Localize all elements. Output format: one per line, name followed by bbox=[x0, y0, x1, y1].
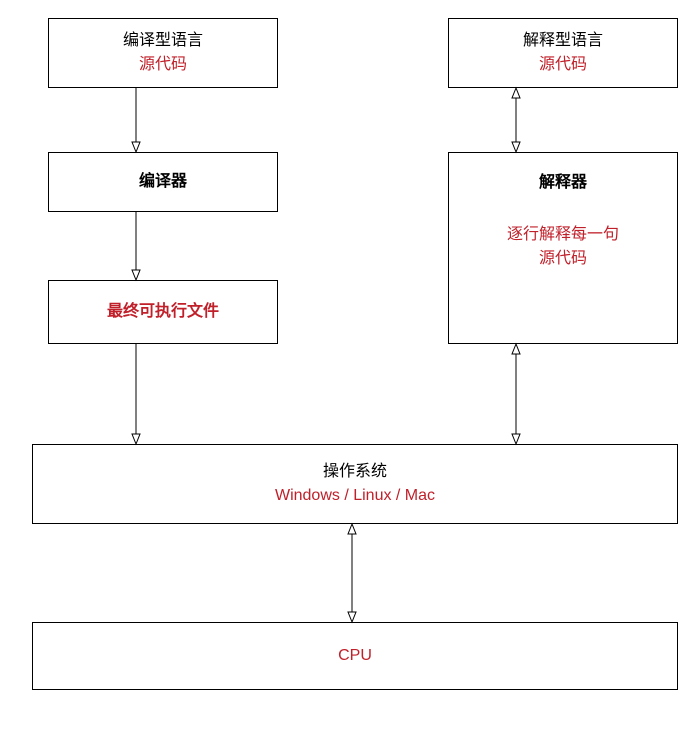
node-interpreter-title: 解释器 bbox=[539, 171, 587, 195]
node-interpreted-src: 解释型语言 源代码 bbox=[448, 18, 678, 88]
node-compiled-src-line1: 编译型语言 bbox=[123, 29, 203, 53]
node-os: 操作系统 Windows / Linux / Mac bbox=[32, 444, 678, 524]
node-interpreter: 解释器 逐行解释每一句 源代码 bbox=[448, 152, 678, 344]
node-os-line1: 操作系统 bbox=[323, 460, 387, 484]
node-cpu-label: CPU bbox=[338, 644, 372, 668]
node-executable-label: 最终可执行文件 bbox=[107, 300, 219, 324]
node-interpreted-src-line2: 源代码 bbox=[539, 53, 587, 77]
node-interpreter-line1: 逐行解释每一句 bbox=[507, 223, 619, 247]
node-compiled-src: 编译型语言 源代码 bbox=[48, 18, 278, 88]
node-compiler: 编译器 bbox=[48, 152, 278, 212]
node-compiled-src-line2: 源代码 bbox=[139, 53, 187, 77]
node-os-line2: Windows / Linux / Mac bbox=[275, 484, 435, 508]
node-interpreter-line2: 源代码 bbox=[539, 247, 587, 271]
node-cpu: CPU bbox=[32, 622, 678, 690]
node-compiler-label: 编译器 bbox=[139, 170, 187, 194]
node-executable: 最终可执行文件 bbox=[48, 280, 278, 344]
node-interpreted-src-line1: 解释型语言 bbox=[523, 29, 603, 53]
